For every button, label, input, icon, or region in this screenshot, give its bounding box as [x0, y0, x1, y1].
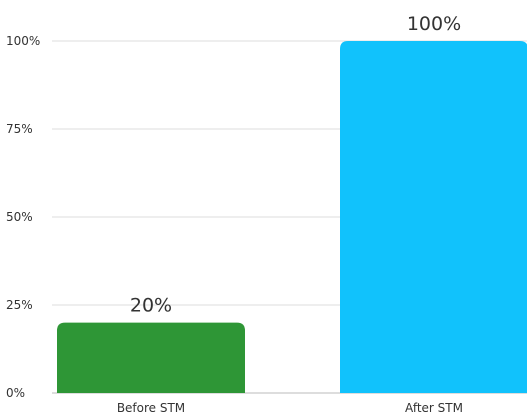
y-tick-label: 0%	[6, 386, 25, 400]
bars	[57, 41, 527, 393]
y-tick-label: 50%	[6, 210, 33, 224]
bar-before-stm	[57, 322, 245, 393]
y-tick-label: 75%	[6, 122, 33, 136]
bar-value-label: 100%	[407, 13, 461, 35]
x-category-label: After STM	[405, 401, 463, 415]
bar-value-label: 20%	[130, 295, 172, 317]
y-tick-label: 25%	[6, 298, 33, 312]
y-axis-tick-labels: 0% 25% 50% 75% 100%	[6, 34, 40, 400]
bar-value-labels: 20% 100%	[130, 13, 461, 317]
bar-after-stm	[340, 41, 527, 393]
y-tick-label: 100%	[6, 34, 40, 48]
x-category-label: Before STM	[117, 401, 185, 415]
x-axis-category-labels: Before STM After STM	[117, 401, 463, 415]
